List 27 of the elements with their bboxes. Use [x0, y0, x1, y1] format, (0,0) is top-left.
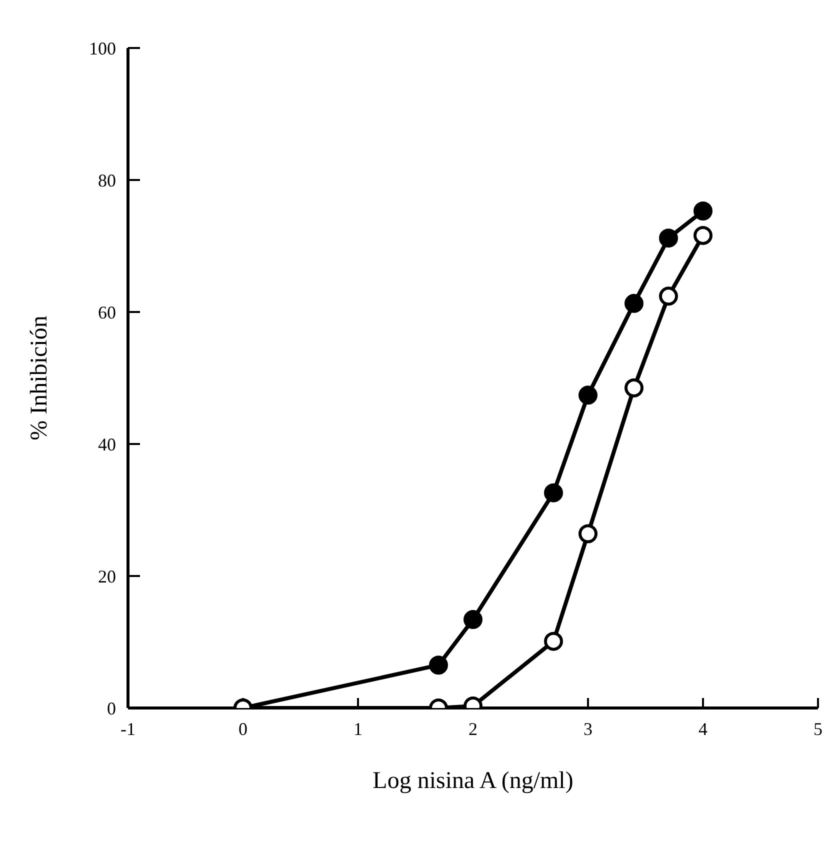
point: [429, 656, 448, 675]
x-tick-label: 1: [354, 718, 362, 739]
y-tick-label: 0: [107, 698, 116, 718]
point: [624, 294, 644, 313]
x-tick-label: 0: [238, 718, 248, 739]
x-tick-label: 5: [814, 718, 822, 739]
point: [578, 386, 598, 405]
point: [464, 610, 482, 630]
x-tick-label: 3: [584, 718, 592, 739]
point: [544, 483, 563, 502]
point: [659, 228, 678, 248]
y-tick-label: 20: [98, 566, 116, 586]
x-tick-label: 2: [468, 718, 478, 739]
y-tick-label: 100: [89, 38, 116, 58]
y-tick-label: 80: [98, 170, 116, 190]
point: [694, 226, 712, 245]
point: [544, 632, 563, 651]
point: [659, 286, 678, 306]
x-tick-label: -1: [120, 718, 136, 739]
y-tick-label: 40: [98, 434, 116, 454]
point: [624, 378, 644, 398]
y-tick-label: 60: [98, 302, 116, 322]
x-tick-label: 4: [698, 718, 708, 739]
point: [578, 524, 598, 544]
y-axis-title: % Inhibición: [26, 316, 53, 440]
x-axis-title: Log nisina A (ng/ml): [372, 768, 574, 794]
point: [694, 202, 712, 221]
